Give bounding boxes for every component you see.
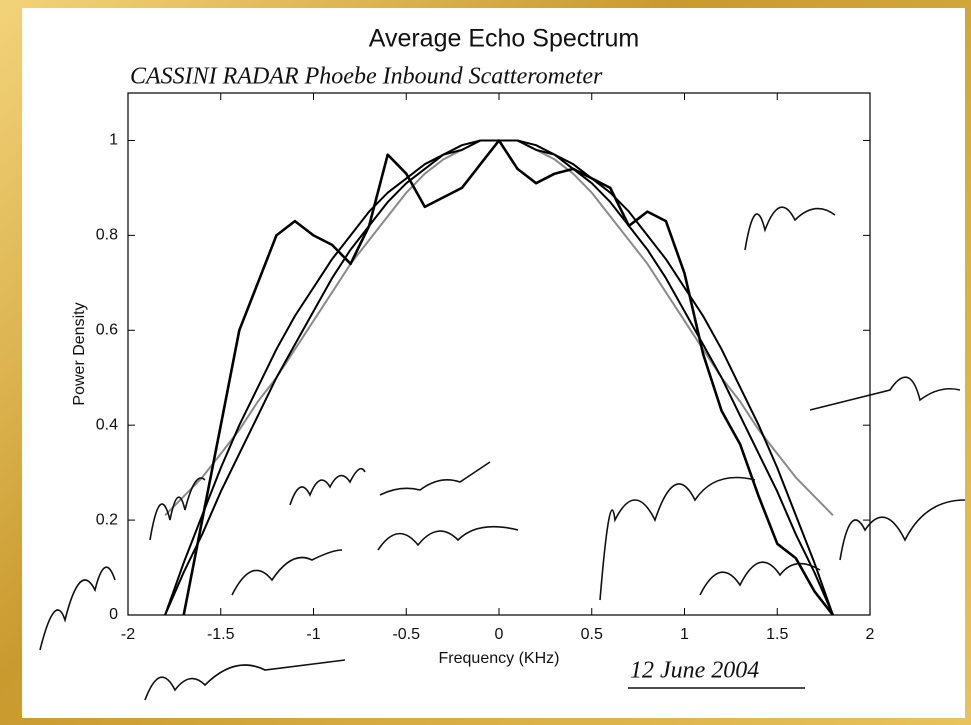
x-tick-label: -0.5 — [392, 626, 420, 643]
series-line — [182, 139, 834, 616]
signature — [699, 561, 821, 596]
paper — [22, 8, 965, 718]
signature — [839, 499, 966, 561]
y-tick-label: 0.4 — [96, 416, 118, 433]
signature — [379, 461, 491, 496]
signature — [144, 659, 346, 701]
signature — [149, 477, 206, 541]
x-axis-label: Frequency (KHz) — [439, 650, 560, 667]
y-tick-label: 0.6 — [96, 321, 118, 338]
signature — [809, 376, 961, 411]
x-tick-label: 0.5 — [581, 626, 603, 643]
handwritten-date: 12 June 2004 — [630, 658, 759, 684]
y-axis-label: Power Density — [71, 302, 88, 405]
signature — [744, 206, 836, 251]
x-tick-label: 1 — [680, 626, 689, 643]
y-tick-label: 0.8 — [96, 227, 118, 244]
handwritten-note: CASSINI RADAR Phoebe Inbound Scatteromet… — [130, 64, 603, 90]
x-tick-label: 0 — [495, 626, 504, 643]
x-tick-label: 1.5 — [766, 626, 788, 643]
signature — [289, 467, 366, 506]
x-tick-label: -2 — [121, 626, 135, 643]
signature — [377, 525, 519, 551]
chart-title: Average Echo Spectrum — [369, 25, 640, 53]
signatures — [39, 206, 966, 701]
signature — [599, 476, 756, 601]
y-tick-label: 0.2 — [96, 511, 118, 528]
x-tick-label: 2 — [866, 626, 875, 643]
y-tick-label: 0 — [109, 606, 118, 623]
x-tick-label: -1.5 — [207, 626, 235, 643]
y-tick-label: 1 — [109, 132, 118, 149]
signature — [39, 566, 116, 651]
x-tick-label: -1 — [306, 626, 320, 643]
signature — [231, 549, 343, 596]
